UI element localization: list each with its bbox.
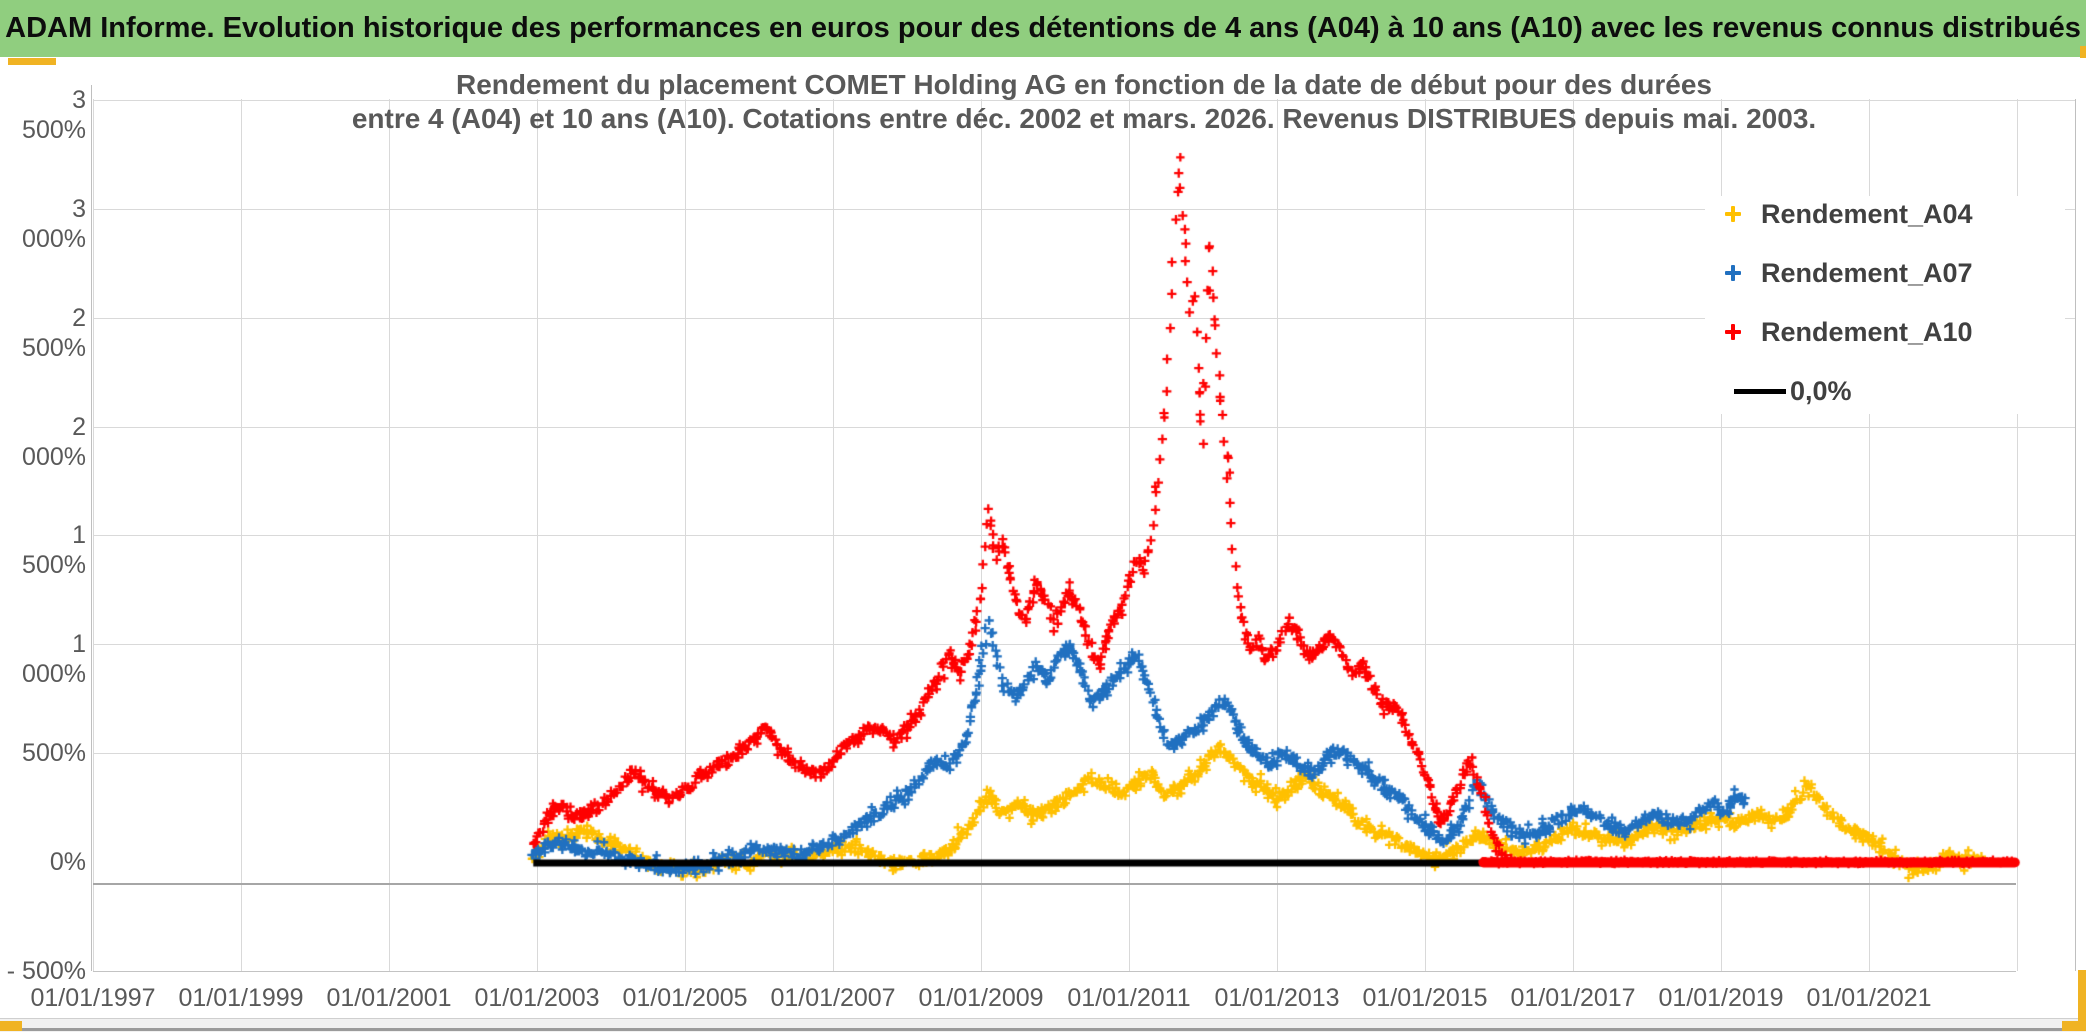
y-axis-tick-label: 1 000%: [22, 630, 86, 689]
h-gridline: [93, 644, 2075, 646]
h-gridline: [93, 426, 2075, 428]
x-axis-tick-label: 01/01/2011: [1067, 984, 1191, 1012]
legend-label: 0,0%: [1790, 375, 1852, 406]
y-axis-tick-label: 500%: [22, 739, 86, 768]
legend-label: Rendement_A07: [1761, 257, 1973, 288]
plot-left-border: [91, 85, 92, 971]
x-axis-tick-label: 01/01/2019: [1658, 984, 1784, 1012]
gold-accent-under-banner: [8, 58, 56, 65]
x-axis-tick-label: 01/01/1999: [178, 984, 304, 1012]
legend-label: Rendement_A04: [1761, 198, 1973, 229]
chart-title-line2: entre 4 (A04) et 10 ans (A10). Cotations…: [351, 103, 1817, 134]
x-axis-tick-label: 01/01/2013: [1214, 984, 1340, 1012]
x-axis-line: [93, 883, 2016, 885]
legend-label: Rendement_A10: [1761, 316, 1973, 347]
x-axis-tick-label: 01/01/2001: [326, 984, 452, 1012]
line-marker-icon: [1734, 388, 1786, 394]
plus-marker-icon: [1723, 263, 1743, 283]
chart-title-line1: Rendement du placement COMET Holding AG …: [456, 69, 1712, 100]
legend-item-rendement-a07[interactable]: Rendement_A07: [1705, 255, 1973, 291]
x-axis-tick-label: 01/01/2009: [918, 984, 1044, 1012]
y-axis-tick-label: 2 500%: [22, 303, 86, 362]
gold-accent-bottom-right: [2062, 1021, 2086, 1031]
x-axis-tick-label: 01/01/2007: [770, 984, 896, 1012]
y-axis-tick-label: 3 500%: [22, 85, 86, 144]
x-axis-tick-label: 01/01/1997: [30, 984, 156, 1012]
gold-accent-banner-right: [2080, 46, 2086, 58]
y-axis-tick-label: 0%: [49, 848, 86, 876]
gold-accent-bottom-left: [0, 1021, 22, 1031]
y-axis-tick-label: 2 000%: [22, 412, 86, 471]
legend-item-rendement-a10[interactable]: Rendement_A10: [1705, 314, 1973, 350]
x-axis-tick-label: 01/01/2021: [1806, 984, 1932, 1012]
x-axis-tick-label: 01/01/2003: [474, 984, 600, 1012]
banner-title: ADAM Informe. Evolution historique des p…: [0, 0, 2086, 57]
plus-marker-icon: [1723, 322, 1743, 342]
legend-item-zero-line[interactable]: 0,0%: [1705, 373, 1852, 409]
x-axis-tick-label: 01/01/2017: [1510, 984, 1636, 1012]
y-axis-tick-label: 3 000%: [22, 194, 86, 253]
chart-title: Rendement du placement COMET Holding AG …: [184, 68, 1984, 136]
y-axis-tick-label: 1 500%: [22, 521, 86, 580]
legend-item-rendement-a04[interactable]: Rendement_A04: [1705, 196, 1973, 232]
x-axis-tick-label: 01/01/2015: [1362, 984, 1488, 1012]
plot-right-border: [2075, 99, 2076, 971]
plus-marker-icon: [1723, 204, 1743, 224]
h-gridline: [93, 970, 2016, 972]
y-axis-tick-label: - 500%: [6, 956, 86, 985]
chart-legend: Rendement_A04 Rendement_A07 Rendement_A1…: [1705, 196, 2065, 414]
h-gridline: [93, 535, 2075, 537]
x-axis-tick-label: 01/01/2005: [622, 984, 748, 1012]
h-gridline: [93, 753, 2075, 755]
